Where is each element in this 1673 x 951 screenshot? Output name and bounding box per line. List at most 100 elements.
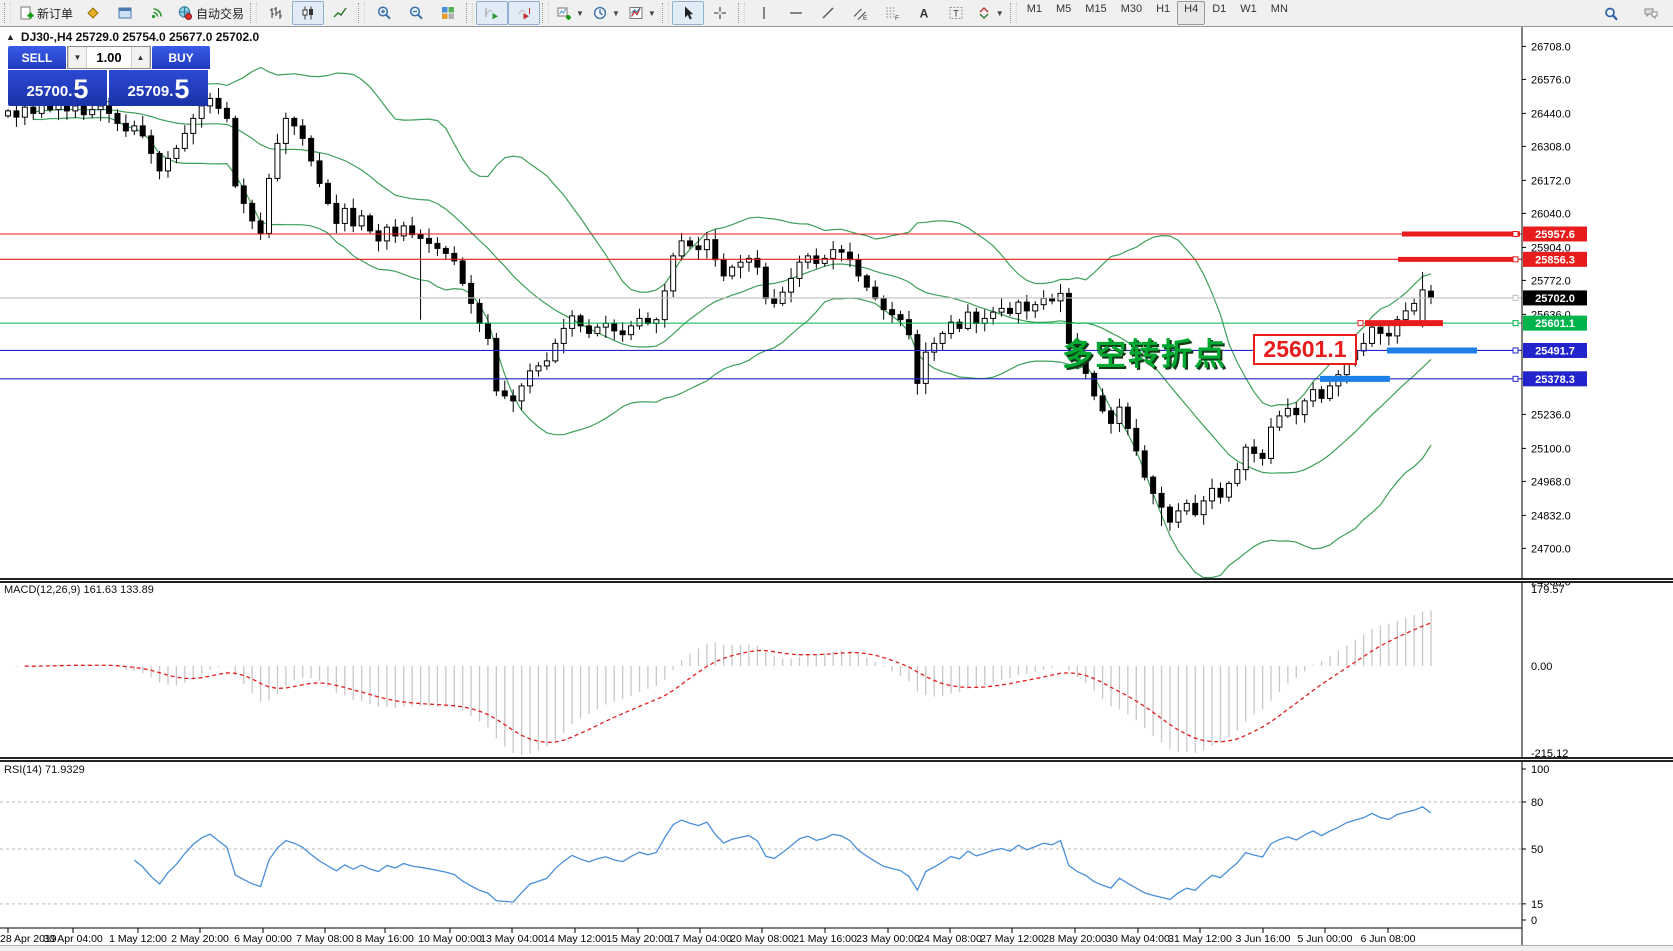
dropdown-arrow-icon[interactable]: ▼	[647, 8, 656, 18]
auto-trading-button[interactable]: 自动交易	[173, 1, 248, 25]
tile-windows-icon	[442, 7, 455, 19]
bear-candle	[1091, 372, 1098, 397]
chart-canvas[interactable]: 26708.0 26576.0 26440.0 26308.0 26172.0 26040…	[0, 27, 1673, 951]
timeframe-d1-button[interactable]: D1	[1212, 3, 1227, 15]
bull-candle	[358, 215, 365, 227]
bear-candle	[762, 266, 769, 299]
text-button[interactable]: A	[908, 1, 940, 25]
line-handle[interactable]	[1512, 320, 1519, 327]
label-button[interactable]: T	[940, 1, 972, 25]
metaeditor-button[interactable]	[77, 1, 109, 25]
bull-candle	[1183, 502, 1190, 512]
line-chart-icon	[333, 7, 347, 18]
time-tick-label: 7 May 08:00	[296, 933, 354, 945]
toolbar-group-grip[interactable]	[1009, 3, 1017, 23]
bull-candle	[931, 342, 938, 353]
sell-price-button[interactable]: 25700. 5	[8, 70, 107, 106]
dropdown-arrow-icon[interactable]: ▼	[576, 8, 584, 18]
volume-increase-icon[interactable]: ▲	[131, 47, 150, 68]
price-tick-label: 25904.0	[1531, 242, 1571, 254]
price-tick-label: 26708.0	[1531, 41, 1571, 53]
candlestick-chart-button[interactable]	[292, 1, 325, 25]
rsi-label: RSI(14) 71.9329	[4, 764, 85, 776]
timeframe-h4-button[interactable]: H4	[1177, 1, 1206, 25]
volume-decrease-icon[interactable]: ▼	[68, 47, 87, 68]
periods-button[interactable]: ▼	[588, 1, 624, 25]
annotation-price-box[interactable]: 25601.1	[1253, 334, 1357, 366]
sell-button[interactable]: SELL	[8, 46, 66, 69]
chart-shift-button[interactable]	[508, 1, 541, 25]
bull-candle	[788, 277, 795, 293]
bear-candle	[291, 117, 298, 127]
timeframe-w1-button[interactable]: W1	[1240, 3, 1257, 15]
timeframe-m15-button[interactable]: M15	[1085, 3, 1107, 15]
fibonacci-button[interactable]: F	[876, 1, 908, 25]
timeframe-m5-button[interactable]: M5	[1056, 3, 1072, 15]
bear-candle	[333, 202, 340, 224]
templates-button[interactable]: ▼	[624, 1, 660, 25]
toolbar-group-grip[interactable]	[737, 3, 745, 23]
bar-chart-button[interactable]	[260, 1, 292, 25]
line-handle[interactable]	[1512, 256, 1519, 263]
dropdown-arrow-icon[interactable]: ▼	[995, 8, 1004, 18]
line-handle[interactable]	[1357, 320, 1364, 327]
price-tick-label: 25100.0	[1531, 443, 1571, 455]
zoom-in-button[interactable]	[368, 1, 400, 25]
signals-button[interactable]	[141, 1, 173, 25]
svg-text:T: T	[953, 9, 959, 19]
toolbar-group-grip[interactable]	[466, 3, 474, 23]
timeframe-mn-button[interactable]: MN	[1270, 3, 1288, 15]
bull-candle	[1209, 487, 1216, 502]
timeframe-m30-button[interactable]: M30	[1120, 3, 1143, 15]
zoom-out-button[interactable]	[400, 1, 432, 25]
chart-symbol-header: ▲ DJ30-,H4 25729.0 25754.0 25677.0 25702…	[6, 30, 259, 44]
bull-candle	[535, 365, 542, 372]
toolbar-group-grip[interactable]	[4, 3, 11, 23]
toolbar-group-grip[interactable]	[250, 3, 258, 23]
crosshair-button[interactable]	[704, 1, 736, 25]
bollinger-upper-band	[33, 66, 1432, 407]
toolbar-group-grip[interactable]	[358, 3, 366, 23]
tile-windows-button[interactable]	[432, 1, 464, 25]
line-chart-button[interactable]	[324, 1, 356, 25]
line-handle[interactable]	[1512, 347, 1519, 354]
trendline-button[interactable]	[812, 1, 844, 25]
metaeditor-icon	[87, 7, 99, 19]
timeframe-h1-button[interactable]: H1	[1156, 3, 1171, 15]
new-chart-button[interactable]: ▼	[552, 1, 588, 25]
arrows-icon	[979, 7, 989, 19]
pane-splitter-macd[interactable]	[0, 578, 1673, 583]
arrows-button[interactable]: ▼	[972, 1, 1008, 25]
line-handle[interactable]	[1512, 294, 1519, 301]
bull-candle	[1310, 389, 1317, 402]
chart-window[interactable]: 26708.0 26576.0 26440.0 26308.0 26172.0 26040…	[0, 27, 1673, 951]
toolbar-group-grip[interactable]	[542, 3, 550, 23]
line-handle[interactable]	[1512, 231, 1519, 237]
auto-scroll-button[interactable]	[476, 1, 509, 25]
bear-candle	[1099, 395, 1106, 412]
collapse-chart-icon[interactable]: ▲	[6, 32, 15, 42]
pane-splitter-rsi[interactable]	[0, 757, 1673, 762]
new-order-button[interactable]: 新订单	[14, 1, 77, 25]
horizontal-line-button[interactable]	[780, 1, 812, 25]
buy-price-button[interactable]: 25709. 5	[109, 70, 208, 106]
bull-candle	[1402, 310, 1409, 321]
cursor-button[interactable]	[671, 1, 704, 25]
bar-chart-icon	[270, 7, 283, 19]
vertical-line-button[interactable]	[748, 1, 780, 25]
dropdown-arrow-icon[interactable]: ▼	[611, 8, 620, 18]
search-button[interactable]	[1595, 2, 1627, 26]
market-watch-button[interactable]	[109, 1, 141, 25]
buy-price-base: 25709.	[127, 83, 174, 100]
timeframe-m1-button[interactable]: M1	[1026, 3, 1042, 15]
bull-candle	[21, 106, 28, 118]
line-handle[interactable]	[1512, 375, 1519, 382]
toolbar-group-grip[interactable]	[661, 3, 669, 23]
chat-button[interactable]	[1635, 2, 1667, 26]
volume-input[interactable]	[87, 47, 131, 68]
buy-button[interactable]: BUY	[152, 46, 210, 69]
channel-button[interactable]: E	[844, 1, 876, 25]
time-tick-label: 15 May 20:00	[606, 933, 670, 945]
annotation-text[interactable]: 多空转折点	[1062, 337, 1227, 373]
bear-candle	[1192, 502, 1199, 516]
